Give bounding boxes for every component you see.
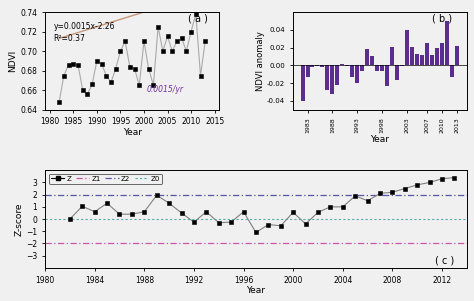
Bar (430, 55, 434, 65)
Bar (415, 54, 419, 65)
Bar (445, 21, 449, 65)
Legend: Z, Z1, Z2, Z0: Z, Z1, Z2, Z0 (48, 174, 162, 184)
Bar (336, 65, 339, 85)
Text: ( c ): ( c ) (435, 256, 455, 266)
Bar (350, 65, 355, 77)
Text: R²=0.37: R²=0.37 (54, 33, 86, 42)
Bar (385, 65, 389, 86)
Bar (375, 65, 379, 71)
Bar (370, 56, 374, 65)
Bar (301, 65, 304, 101)
Bar (310, 65, 314, 67)
Bar (306, 65, 310, 77)
Text: ( a ): ( a ) (188, 14, 208, 24)
Y-axis label: NDVI anomaly: NDVI anomaly (256, 31, 265, 91)
Bar (405, 30, 409, 65)
Bar (316, 65, 319, 66)
X-axis label: Year: Year (370, 135, 389, 144)
Bar (410, 47, 414, 65)
Bar (435, 48, 439, 65)
Bar (400, 65, 404, 66)
Bar (450, 65, 454, 77)
Bar (420, 55, 424, 65)
Bar (365, 49, 369, 65)
Bar (380, 65, 384, 71)
Bar (340, 64, 345, 65)
Bar (425, 43, 429, 65)
Bar (320, 65, 324, 67)
X-axis label: Year: Year (246, 286, 265, 295)
Y-axis label: NDVI: NDVI (9, 50, 18, 72)
Bar (440, 43, 444, 65)
Bar (356, 65, 359, 83)
Bar (390, 47, 394, 65)
X-axis label: Year: Year (123, 128, 142, 137)
Bar (330, 65, 334, 94)
Bar (360, 65, 365, 71)
Text: ( b ): ( b ) (432, 14, 452, 24)
Text: y=0.0015x-2.26: y=0.0015x-2.26 (54, 22, 115, 31)
Text: 0.0015/yr: 0.0015/yr (146, 85, 183, 94)
Bar (395, 65, 399, 79)
Bar (346, 65, 349, 66)
Bar (455, 46, 459, 65)
Y-axis label: Z-score: Z-score (14, 202, 23, 236)
Bar (326, 65, 329, 90)
